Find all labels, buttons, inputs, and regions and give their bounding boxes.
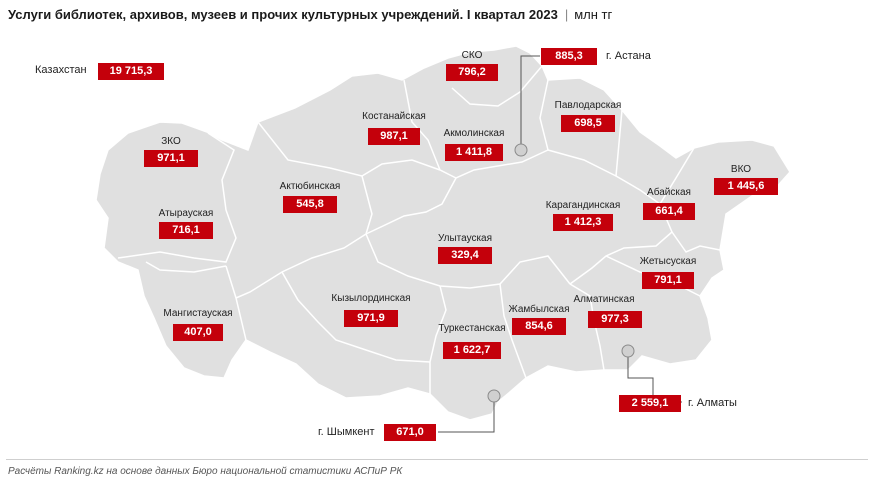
astana-marker xyxy=(514,143,528,157)
total-value: 19 715,3 xyxy=(98,63,164,80)
region-label-vko: ВКО xyxy=(730,164,752,175)
city-label-astana: г. Астана xyxy=(606,50,651,62)
region-value-pavlodar: 698,5 xyxy=(561,115,615,132)
region-value-mangystau: 407,0 xyxy=(173,324,223,341)
region-label-aktobe: Актюбинская xyxy=(279,181,341,192)
region-value-aktobe: 545,8 xyxy=(283,196,337,213)
region-value-kyzylorda: 971,9 xyxy=(344,310,398,327)
region-value-karaganda: 1 412,3 xyxy=(553,214,613,231)
chart-title: Услуги библиотек, архивов, музеев и проч… xyxy=(8,7,612,22)
region-value-atyrau: 716,1 xyxy=(159,222,213,239)
region-value-abay: 661,4 xyxy=(643,203,695,220)
region-value-sko: 796,2 xyxy=(446,64,498,81)
region-value-ulytau: 329,4 xyxy=(438,247,492,264)
region-value-kostanay: 987,1 xyxy=(368,128,420,145)
region-value-zhetysu: 791,1 xyxy=(642,272,694,289)
region-value-akmola: 1 411,8 xyxy=(445,144,503,161)
region-value-almaty-region: 977,3 xyxy=(588,311,642,328)
region-label-akmola: Акмолинская xyxy=(443,128,505,139)
source-note: Расчёты Ranking.kz на основе данных Бюро… xyxy=(8,466,403,477)
region-label-ulytau: Улытауская xyxy=(437,233,493,244)
region-value-zhambyl: 854,6 xyxy=(512,318,566,335)
region-value-turkestan: 1 622,7 xyxy=(443,342,501,359)
astana-leader xyxy=(520,55,540,150)
region-label-almaty-region: Алматинская xyxy=(573,294,635,305)
city-value-almaty: 2 559,1 xyxy=(619,395,681,412)
region-value-zko: 971,1 xyxy=(144,150,198,167)
region-label-karaganda: Карагандинская xyxy=(545,200,621,211)
region-label-pavlodar: Павлодарская xyxy=(554,100,622,111)
shymkent-marker xyxy=(487,389,501,403)
city-value-astana: 885,3 xyxy=(541,48,597,65)
region-label-kyzylorda: Кызылординская xyxy=(331,293,411,304)
region-label-turkestan: Туркестанская xyxy=(438,323,506,334)
shymkent-leader xyxy=(438,396,495,433)
region-label-mangystau: Мангистауская xyxy=(163,308,233,319)
region-label-abay: Абайская xyxy=(647,187,691,198)
region-label-kostanay: Костанайская xyxy=(362,111,426,122)
city-value-shymkent: 671,0 xyxy=(384,424,436,441)
region-label-atyrau: Атырауская xyxy=(158,208,214,219)
almaty-marker xyxy=(621,344,635,358)
region-value-vko: 1 445,6 xyxy=(714,178,778,195)
title-separator: | xyxy=(564,7,569,22)
footer-divider xyxy=(6,459,868,460)
city-label-almaty: г. Алматы xyxy=(688,397,737,409)
region-label-zhambyl: Жамбылская xyxy=(508,304,570,315)
title-main: Услуги библиотек, архивов, музеев и проч… xyxy=(8,7,558,22)
total-label: Казахстан xyxy=(35,64,87,76)
region-label-sko: СКО xyxy=(461,50,483,61)
region-label-zhetysu: Жетысуская xyxy=(639,256,697,267)
title-unit: млн тг xyxy=(574,7,613,22)
city-label-shymkent: г. Шымкент xyxy=(318,426,375,438)
region-label-zko: ЗКО xyxy=(161,136,181,147)
